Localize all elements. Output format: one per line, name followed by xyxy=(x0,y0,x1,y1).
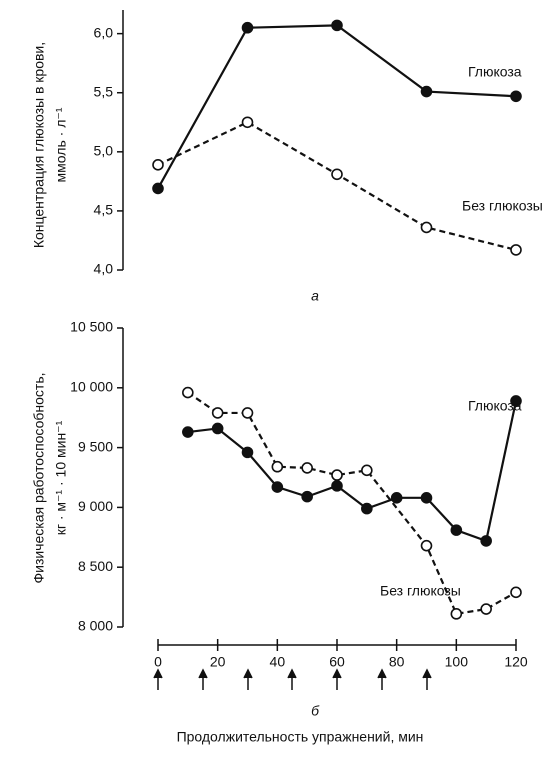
point xyxy=(152,182,164,195)
x-tick-label: 80 xyxy=(389,654,405,670)
y-axis-label: кг · м⁻¹ · 10 мин⁻¹ xyxy=(53,420,69,535)
y-tick-label: 8 500 xyxy=(78,558,113,574)
point xyxy=(450,524,463,536)
y-tick-label: 6,0 xyxy=(94,24,114,40)
point xyxy=(480,535,492,547)
y-tick-label: 9 500 xyxy=(78,438,113,454)
point xyxy=(182,386,194,399)
point xyxy=(271,460,284,473)
x-tick-label: 20 xyxy=(210,654,226,670)
point xyxy=(510,90,522,103)
point xyxy=(241,116,254,129)
point xyxy=(510,244,522,256)
point xyxy=(301,490,313,503)
y-tick-label: 5,0 xyxy=(94,143,114,159)
point xyxy=(450,608,463,620)
panel-label: б xyxy=(311,703,320,719)
point xyxy=(510,395,522,407)
series-label: Глюкоза xyxy=(468,398,522,414)
y-tick-label: 4,0 xyxy=(94,261,114,277)
y-axis-label: Концентрация глюкозы в крови, xyxy=(31,42,47,248)
point xyxy=(361,502,373,515)
series-label: Без глюкозы xyxy=(380,583,461,599)
point xyxy=(301,462,313,474)
point xyxy=(152,159,164,171)
point xyxy=(420,539,433,552)
x-axis-label: Продолжительность упражнений, мин xyxy=(177,729,424,745)
point xyxy=(241,21,254,34)
x-tick-label: 0 xyxy=(154,654,162,670)
x-tick-label: 100 xyxy=(445,654,469,670)
point xyxy=(420,221,433,234)
x-tick-label: 40 xyxy=(270,654,286,670)
y-axis-label: ммоль · л⁻¹ xyxy=(53,107,69,182)
series-line xyxy=(187,400,518,543)
series-label: Глюкоза xyxy=(468,64,522,80)
point xyxy=(211,422,224,435)
x-tick-label: 120 xyxy=(504,654,528,670)
point xyxy=(241,407,254,419)
panel-label: а xyxy=(311,288,319,304)
point xyxy=(331,168,343,181)
y-tick-label: 10 500 xyxy=(70,319,113,335)
y-tick-label: 4,5 xyxy=(94,202,114,218)
series-line xyxy=(157,24,517,189)
point xyxy=(182,426,194,438)
point xyxy=(331,480,343,492)
point xyxy=(510,586,522,599)
y-tick-label: 8 000 xyxy=(78,618,113,634)
y-tick-label: 5,5 xyxy=(94,83,114,99)
point xyxy=(480,603,492,615)
y-axis-label: Физическая работоспособность, xyxy=(31,372,47,583)
point xyxy=(331,19,343,32)
point xyxy=(211,407,224,419)
point xyxy=(420,85,433,98)
point xyxy=(390,492,403,504)
series-line xyxy=(187,391,517,616)
point xyxy=(271,481,284,493)
series-label: Без глюкозы xyxy=(462,198,543,214)
x-tick-label: 60 xyxy=(329,654,345,670)
arrows xyxy=(153,668,432,690)
series-line xyxy=(157,121,517,251)
point xyxy=(331,469,343,481)
point xyxy=(361,464,373,477)
point xyxy=(241,446,254,459)
y-tick-label: 10 000 xyxy=(70,379,113,395)
y-tick-label: 9 000 xyxy=(78,498,113,514)
point xyxy=(420,492,433,504)
